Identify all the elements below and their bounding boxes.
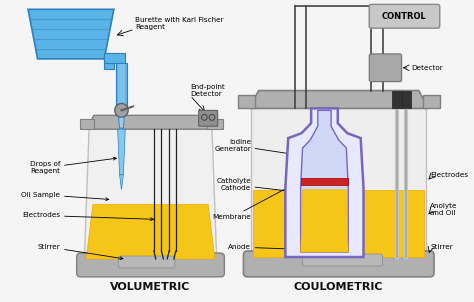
Text: Membrane: Membrane [212, 182, 299, 220]
Text: VOLUMETRIC: VOLUMETRIC [110, 282, 191, 292]
Polygon shape [104, 53, 125, 63]
FancyBboxPatch shape [77, 253, 224, 277]
FancyBboxPatch shape [369, 4, 440, 28]
Ellipse shape [120, 159, 123, 163]
Text: Stirrer: Stirrer [430, 244, 453, 250]
FancyBboxPatch shape [118, 256, 175, 268]
Text: Iodine
Generator: Iodine Generator [214, 139, 295, 156]
Polygon shape [84, 129, 217, 261]
Polygon shape [119, 128, 123, 138]
Polygon shape [301, 190, 348, 252]
Polygon shape [301, 110, 348, 252]
Polygon shape [118, 64, 125, 110]
Text: Oil Sample: Oil Sample [21, 191, 109, 201]
Polygon shape [86, 204, 215, 259]
Text: Burette with Karl Fischer
Reagent: Burette with Karl Fischer Reagent [135, 17, 223, 30]
Text: CONTROL: CONTROL [382, 12, 427, 21]
Text: Electrodes: Electrodes [430, 172, 468, 178]
Text: End-point
Detector: End-point Detector [190, 84, 225, 97]
Text: Anode: Anode [228, 244, 291, 250]
FancyBboxPatch shape [301, 178, 348, 185]
Text: Stirrer: Stirrer [38, 244, 123, 260]
FancyBboxPatch shape [244, 251, 434, 277]
Circle shape [115, 104, 128, 117]
Polygon shape [118, 117, 124, 128]
Polygon shape [87, 115, 214, 129]
Polygon shape [28, 9, 114, 59]
Text: Catholyte
Cathode: Catholyte Cathode [216, 178, 300, 194]
Text: Detector: Detector [411, 65, 443, 71]
Ellipse shape [119, 150, 123, 156]
Polygon shape [119, 175, 123, 190]
Text: COULOMETRIC: COULOMETRIC [294, 282, 383, 292]
Text: Drops of
Reagent: Drops of Reagent [30, 157, 116, 174]
Polygon shape [104, 53, 114, 69]
Text: Anolyte
and Oil: Anolyte and Oil [430, 203, 458, 216]
Polygon shape [119, 128, 123, 148]
FancyBboxPatch shape [302, 254, 383, 266]
Polygon shape [116, 63, 127, 108]
Polygon shape [118, 129, 125, 175]
Polygon shape [285, 108, 364, 257]
FancyBboxPatch shape [199, 110, 218, 126]
Polygon shape [251, 108, 427, 259]
Polygon shape [249, 91, 428, 108]
Polygon shape [238, 95, 255, 108]
Polygon shape [401, 91, 411, 108]
Polygon shape [392, 91, 401, 108]
FancyBboxPatch shape [369, 54, 401, 82]
Polygon shape [207, 119, 223, 129]
Polygon shape [253, 190, 425, 257]
Polygon shape [81, 119, 94, 129]
Text: Electrodes: Electrodes [22, 212, 154, 221]
Polygon shape [423, 95, 440, 108]
